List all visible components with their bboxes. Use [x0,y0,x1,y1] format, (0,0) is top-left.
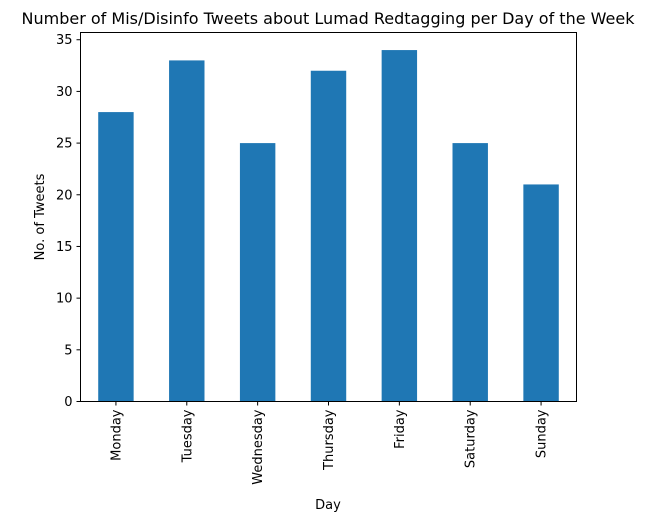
plot-frame [80,32,577,402]
y-axis-label: No. of Tweets [33,173,48,260]
y-axis-ticks: 0 5 10 15 20 25 30 35 [56,33,81,410]
x-tick-label: Thursday [322,409,337,471]
y-tick-label: 30 [56,85,73,100]
bar-monday [98,112,134,402]
y-tick-label: 5 [64,343,72,358]
x-axis-ticks: Monday Tuesday Wednesday Thursday Friday Satu… [109,401,550,485]
bar-wednesday [239,143,276,402]
x-tick-label: Sunday [535,409,550,458]
x-axis-label: Day [315,498,341,513]
y-tick-label: 10 [56,292,73,307]
y-tick-label: 15 [56,240,73,255]
x-tick-label: Monday [109,409,124,461]
x-tick-label: Saturday [464,409,479,468]
bar-sunday [523,184,559,402]
bar-saturday [452,143,488,402]
y-tick-label: 0 [64,395,72,410]
y-tick-label: 20 [56,188,73,203]
x-tick-label: Wednesday [251,409,266,485]
x-tick-label: Friday [393,409,408,449]
bars-group [98,50,559,402]
bar-thursday [310,70,347,402]
x-tick-label: Tuesday [180,409,195,463]
bar-friday [381,50,418,402]
chart-title: Number of Mis/Disinfo Tweets about Lumad… [22,9,636,28]
y-tick-label: 35 [56,33,73,48]
y-tick-label: 25 [56,137,73,152]
bar-tuesday [169,60,205,402]
